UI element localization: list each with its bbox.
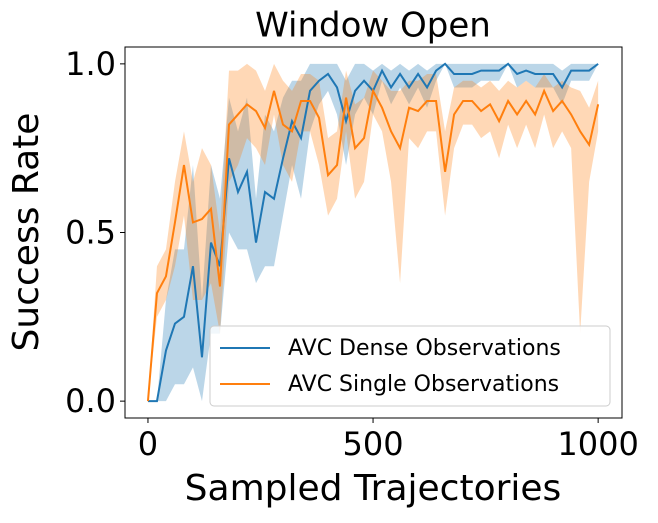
confidence-band xyxy=(147,63,599,402)
x-tick-label: 500 xyxy=(343,425,404,463)
legend-box xyxy=(209,325,611,407)
series-line xyxy=(146,87,600,402)
legend-label: AVC Single Observations xyxy=(288,372,559,397)
x-axis-label: Sampled Trajectories xyxy=(185,468,562,509)
chart-title: Window Open xyxy=(255,6,491,46)
confidence-band xyxy=(147,63,599,402)
y-axis-label: Success Rate xyxy=(6,113,47,352)
y-tick-label: 0.5 xyxy=(65,214,116,252)
x-tick-label: 1000 xyxy=(557,425,638,463)
x-tick-label: 0 xyxy=(138,425,158,463)
y-tick-label: 1.0 xyxy=(65,45,116,83)
y-tick-label: 0.0 xyxy=(65,382,116,420)
legend-label: AVC Dense Observations xyxy=(288,336,561,361)
